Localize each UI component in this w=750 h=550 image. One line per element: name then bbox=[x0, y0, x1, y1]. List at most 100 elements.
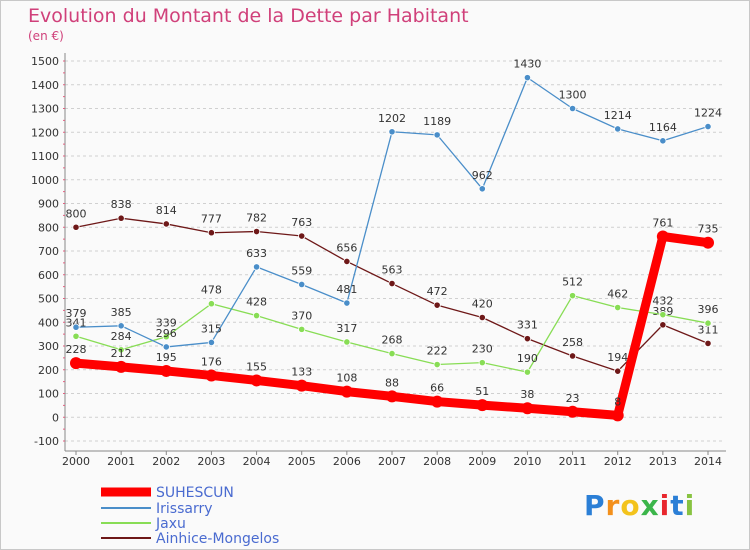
data-label: 800 bbox=[66, 207, 87, 220]
data-label: 38 bbox=[520, 388, 534, 401]
data-point bbox=[659, 321, 667, 329]
data-label: 258 bbox=[562, 336, 583, 349]
data-label: 814 bbox=[156, 204, 177, 217]
data-point bbox=[566, 405, 579, 418]
data-label: 481 bbox=[336, 283, 357, 296]
data-label: 133 bbox=[291, 366, 312, 379]
data-label: 1224 bbox=[694, 107, 722, 120]
data-label: 432 bbox=[652, 295, 673, 308]
data-label: 1430 bbox=[513, 58, 541, 71]
series-jaxu: 341 284 339 478 428 370 317 268 222 230 190 512 462 4… bbox=[66, 276, 719, 376]
data-label: 559 bbox=[291, 264, 312, 277]
data-label: 777 bbox=[201, 213, 222, 226]
data-point bbox=[704, 122, 712, 131]
data-label: 563 bbox=[382, 264, 403, 277]
data-point bbox=[521, 402, 534, 415]
data-point bbox=[298, 232, 306, 240]
data-point bbox=[343, 257, 351, 266]
data-point bbox=[343, 338, 351, 346]
data-point bbox=[72, 223, 80, 231]
data-point bbox=[207, 338, 216, 347]
data-point bbox=[704, 339, 712, 347]
x-tick-label: 2009 bbox=[468, 455, 496, 468]
data-label: 1202 bbox=[378, 112, 406, 125]
data-label: 761 bbox=[652, 217, 673, 230]
data-label: 512 bbox=[562, 276, 583, 289]
data-point bbox=[431, 395, 444, 408]
data-label: 385 bbox=[111, 306, 132, 319]
y-tick-label: 1200 bbox=[31, 126, 59, 139]
data-label: 66 bbox=[430, 382, 444, 395]
legend-label: Ainhice-Mongelos bbox=[156, 531, 279, 547]
data-point bbox=[478, 313, 486, 322]
data-label: 317 bbox=[336, 322, 357, 335]
logo-letter: i bbox=[684, 489, 696, 522]
x-tick-label: 2012 bbox=[604, 455, 632, 468]
x-tick-label: 2006 bbox=[333, 455, 361, 468]
data-point bbox=[117, 346, 125, 354]
data-label: 428 bbox=[246, 296, 267, 309]
y-tick-label: 400 bbox=[38, 316, 59, 329]
data-point bbox=[340, 385, 353, 398]
data-point bbox=[117, 214, 125, 222]
data-label: 962 bbox=[472, 169, 493, 182]
data-label: 212 bbox=[111, 347, 132, 360]
data-point bbox=[70, 357, 82, 370]
data-point bbox=[250, 374, 263, 387]
data-label: 370 bbox=[291, 309, 312, 322]
y-tick-label: 500 bbox=[38, 293, 59, 306]
data-label: 341 bbox=[66, 316, 87, 329]
data-point bbox=[476, 399, 489, 412]
data-label: 1300 bbox=[559, 89, 587, 102]
y-tick-label: 0 bbox=[52, 411, 59, 424]
data-point bbox=[205, 369, 218, 382]
chart-title: Evolution du Montant de la Dette par Hab… bbox=[28, 5, 469, 27]
data-label: 23 bbox=[566, 392, 580, 405]
data-label: 195 bbox=[156, 351, 177, 364]
data-point bbox=[656, 230, 669, 243]
data-label: 735 bbox=[698, 223, 719, 236]
y-tick-label: 200 bbox=[38, 364, 59, 377]
data-label: 88 bbox=[385, 376, 399, 389]
logo-letter: r bbox=[605, 489, 621, 522]
data-point bbox=[478, 185, 486, 193]
series-irissarry: 379 385 296 315 633 559 481 1202 1189 962 1430 1300… bbox=[66, 58, 722, 351]
data-label: 462 bbox=[607, 288, 628, 301]
y-tick-label: 800 bbox=[38, 221, 59, 234]
data-point bbox=[568, 104, 577, 113]
axes bbox=[63, 53, 726, 455]
data-label: 190 bbox=[517, 352, 538, 365]
data-point bbox=[207, 229, 216, 237]
y-tick-label: 1500 bbox=[31, 55, 59, 68]
y-tick-label: 900 bbox=[38, 198, 59, 211]
data-point bbox=[117, 322, 125, 330]
data-point bbox=[298, 280, 306, 289]
data-label: 222 bbox=[427, 345, 448, 358]
data-label: 1189 bbox=[423, 115, 451, 128]
data-label: 838 bbox=[111, 198, 132, 211]
data-point bbox=[433, 301, 441, 309]
data-point bbox=[523, 335, 532, 343]
data-point bbox=[568, 352, 577, 360]
x-tick-label: 2010 bbox=[513, 455, 541, 468]
x-tick-label: 2000 bbox=[62, 455, 90, 468]
data-label: 194 bbox=[607, 351, 628, 364]
y-tick-label: 600 bbox=[38, 269, 59, 282]
data-label: 311 bbox=[698, 323, 719, 336]
y-tick-label: 1300 bbox=[31, 103, 59, 116]
data-point bbox=[388, 279, 396, 288]
data-point bbox=[433, 360, 441, 369]
data-label: 763 bbox=[291, 216, 312, 229]
data-point bbox=[252, 227, 261, 236]
x-tick-label: 2008 bbox=[423, 455, 451, 468]
data-point bbox=[659, 137, 667, 145]
x-tick-label: 2005 bbox=[288, 455, 316, 468]
y-tick-label: 1000 bbox=[31, 174, 59, 187]
data-point bbox=[523, 368, 532, 376]
data-label: 472 bbox=[427, 285, 448, 298]
data-point bbox=[614, 125, 622, 133]
data-point bbox=[72, 323, 80, 331]
data-label: 379 bbox=[66, 307, 87, 320]
legend-label: SUHESCUN bbox=[156, 485, 234, 501]
